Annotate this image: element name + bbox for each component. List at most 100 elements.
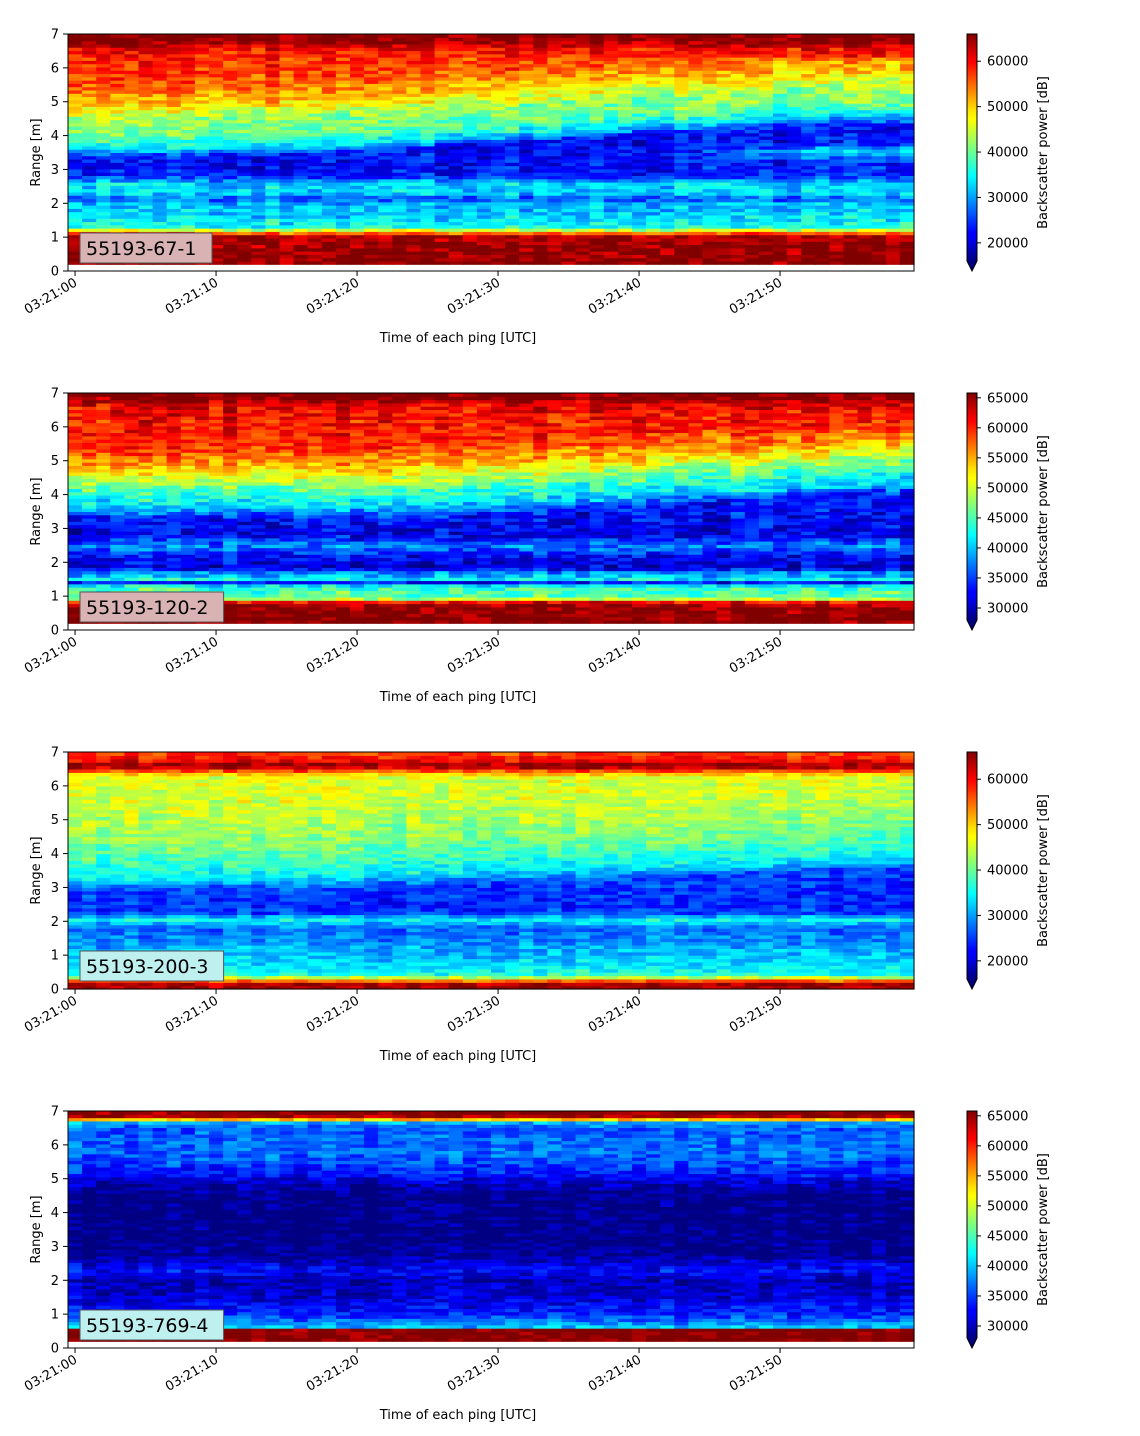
heatmap-cell [660, 126, 675, 130]
heatmap-cell [758, 99, 774, 104]
heatmap-cell [885, 145, 901, 150]
heatmap-cell [82, 182, 97, 186]
heatmap-cell [194, 396, 210, 401]
heatmap-cell [420, 142, 436, 147]
heatmap-cell [265, 106, 281, 111]
heatmap-cell [180, 491, 196, 496]
heatmap-cell [561, 43, 577, 48]
heatmap-cell [773, 168, 788, 173]
heatmap-cell [96, 570, 111, 575]
heatmap-cell [857, 254, 873, 259]
heatmap-cell [575, 132, 591, 137]
heatmap-cell [166, 481, 182, 486]
heatmap-cell [899, 76, 915, 81]
heatmap-cell [547, 40, 563, 45]
heatmap-cell [96, 547, 111, 552]
heatmap-cell [462, 116, 478, 121]
colorbar-label: Backscatter power [dB] [1036, 76, 1051, 229]
heatmap-cell [758, 122, 774, 127]
heatmap-cell [462, 244, 478, 249]
heatmap-cell [96, 149, 111, 153]
heatmap-cell [279, 129, 295, 134]
heatmap-cell [871, 63, 887, 68]
heatmap-cell [335, 93, 351, 98]
heatmap-cell [180, 53, 196, 58]
heatmap-cell [758, 218, 774, 223]
heatmap-cell [476, 152, 492, 157]
heatmap-cell [194, 465, 210, 470]
heatmap-cell [787, 47, 802, 52]
heatmap-cell [96, 172, 111, 177]
heatmap-cell [124, 34, 140, 38]
heatmap-cell [378, 214, 393, 219]
heatmap-cell [434, 198, 450, 203]
heatmap-cell [265, 228, 281, 232]
heatmap-cell [209, 43, 224, 48]
heatmap-cell [730, 139, 746, 144]
heatmap-cell [815, 182, 830, 186]
heatmap-cell [533, 241, 548, 246]
heatmap-cell [575, 126, 591, 130]
heatmap-cell [420, 66, 436, 71]
heatmap-cell [180, 419, 196, 424]
heatmap-cell [448, 103, 464, 107]
heatmap-cell [420, 221, 436, 226]
heatmap-cell [68, 57, 83, 61]
heatmap-cell [632, 188, 647, 193]
heatmap-cell [364, 126, 379, 130]
heatmap-cell [448, 40, 464, 45]
heatmap-cell [152, 70, 168, 75]
heatmap-cell [575, 152, 591, 157]
heatmap-cell [321, 135, 337, 140]
heatmap-cell [138, 412, 154, 417]
heatmap-cell [646, 53, 661, 58]
heatmap-cell [702, 247, 718, 252]
heatmap-cell [815, 185, 830, 190]
heatmap-cell [899, 37, 915, 42]
heatmap-cell [843, 70, 859, 75]
heatmap-cell [124, 577, 140, 582]
heatmap-cell [843, 53, 859, 58]
heatmap-cell [420, 214, 436, 219]
heatmap-cell [223, 241, 238, 246]
heatmap-cell [674, 50, 689, 55]
heatmap-cell [180, 47, 196, 52]
heatmap-cell [335, 34, 351, 38]
heatmap-cell [660, 188, 675, 193]
heatmap-cell [505, 260, 520, 265]
heatmap-cell [716, 188, 732, 193]
heatmap-cell [617, 86, 633, 91]
heatmap-cell [885, 66, 901, 71]
heatmap-cell [575, 96, 591, 101]
heatmap-cell [124, 191, 140, 196]
heatmap-cell [194, 580, 210, 585]
heatmap-cell [138, 50, 154, 55]
heatmap-cell [293, 208, 309, 213]
heatmap-cell [801, 50, 816, 55]
heatmap-cell [321, 80, 337, 84]
heatmap-cell [801, 47, 816, 52]
heatmap-cell [223, 145, 238, 150]
heatmap-cell [180, 221, 196, 226]
heatmap-cell [194, 205, 210, 209]
heatmap-cell [364, 112, 379, 117]
heatmap-cell [434, 135, 450, 140]
heatmap-cell [68, 580, 83, 585]
heatmap-cell [392, 251, 407, 255]
heatmap-cell [801, 116, 816, 121]
heatmap-cell [617, 149, 633, 153]
heatmap-cell [265, 129, 281, 134]
heatmap-cell [265, 63, 281, 68]
heatmap-cell [829, 178, 845, 183]
heatmap-cell [223, 80, 238, 84]
heatmap-cell [68, 501, 83, 506]
heatmap-cell [166, 583, 182, 588]
heatmap-cell [773, 129, 788, 134]
heatmap-cell [138, 452, 154, 457]
heatmap-cell [575, 53, 591, 58]
panel-label-background [79, 232, 213, 264]
heatmap-cell [82, 214, 97, 219]
heatmap-cell [82, 409, 97, 414]
heatmap-cell [716, 119, 732, 124]
heatmap-cell [660, 70, 675, 75]
